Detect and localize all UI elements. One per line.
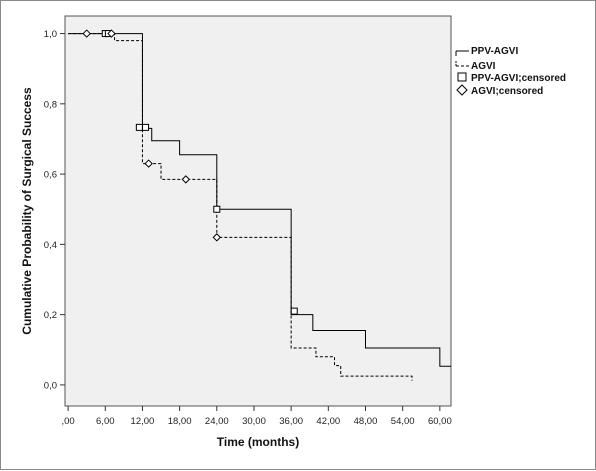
x-axis: ,00 6,00 12,00 18,00 24,00 30,00 36,00 42,00 48,… [61,406,452,427]
y-tick-label: 0,0 [44,380,57,391]
x-axis-title: Time (months) [217,435,299,449]
censored-diamond-point [212,233,222,242]
legend-label-ppv-agvi-censored: PPV-AGVI;censored [471,73,566,84]
censored-square-point [290,307,298,315]
legend-label-agvi: AGVI [471,61,496,72]
x-tick-label: 12,00 [131,416,155,427]
plot-area [64,15,452,407]
legend-label-ppv-agvi: PPV-AGVI [471,46,518,57]
x-tick-label: 48,00 [354,416,378,427]
legend-diamond-icon [456,84,468,96]
censored-square-point [135,123,143,131]
censored-square-point [213,205,221,213]
series-line-ppv-agvi [68,33,451,367]
y-axis: 0,0 0,2 0,4 0,6 0,8 1,0 [44,29,65,391]
legend: PPV-AGVI AGVI PPV-AGVI;censored AGVI;cen… [455,46,566,97]
x-tick-label: 24,00 [205,416,229,427]
censored-diamond-point [82,29,91,38]
y-tick-label: 0,6 [44,170,57,181]
series-line-agvi [68,33,413,381]
x-tick-label: 18,00 [168,416,192,427]
y-tick-label: 1,0 [44,29,57,40]
legend-square-icon [457,72,467,82]
censored-diamond-point [181,175,191,184]
y-axis-title: Cumulative Probability of Surgical Succe… [20,87,34,335]
series-layer [68,33,451,381]
x-tick-label: 36,00 [279,416,303,427]
y-tick-label: 0,2 [44,310,57,321]
x-tick-label: 6,00 [96,416,115,427]
x-tick-label: ,00 [61,416,74,427]
legend-label-agvi-censored: AGVI;censored [471,86,543,97]
censored-square-point [142,123,150,131]
y-tick-label: 0,8 [44,99,57,110]
y-tick-label: 0,4 [44,240,57,251]
x-tick-label: 60,00 [428,416,452,427]
censored-diamond-point [144,159,153,168]
censored-markers [82,29,298,315]
x-tick-label: 42,00 [316,416,340,427]
x-tick-label: 30,00 [242,416,266,427]
censored-diamond-point [107,29,116,38]
x-tick-label: 54,00 [391,416,415,427]
